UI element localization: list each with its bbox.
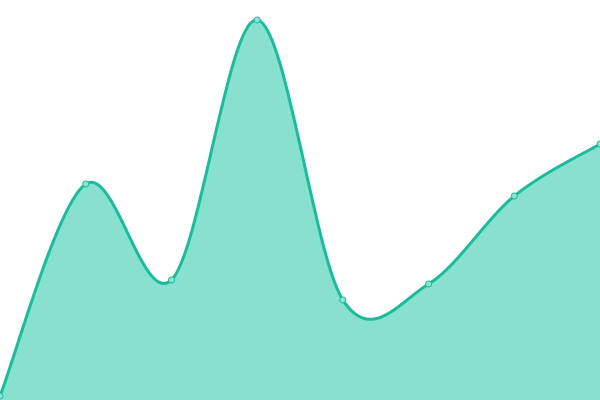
data-point-0 bbox=[0, 392, 4, 400]
area-fill bbox=[0, 19, 600, 400]
data-point-3 bbox=[253, 16, 261, 24]
data-point-4 bbox=[339, 296, 347, 304]
data-point-2 bbox=[167, 276, 175, 284]
data-point-7 bbox=[596, 140, 600, 148]
data-point-6 bbox=[510, 192, 518, 200]
data-markers bbox=[0, 16, 600, 400]
data-point-1 bbox=[82, 180, 90, 188]
data-point-5 bbox=[425, 280, 433, 288]
